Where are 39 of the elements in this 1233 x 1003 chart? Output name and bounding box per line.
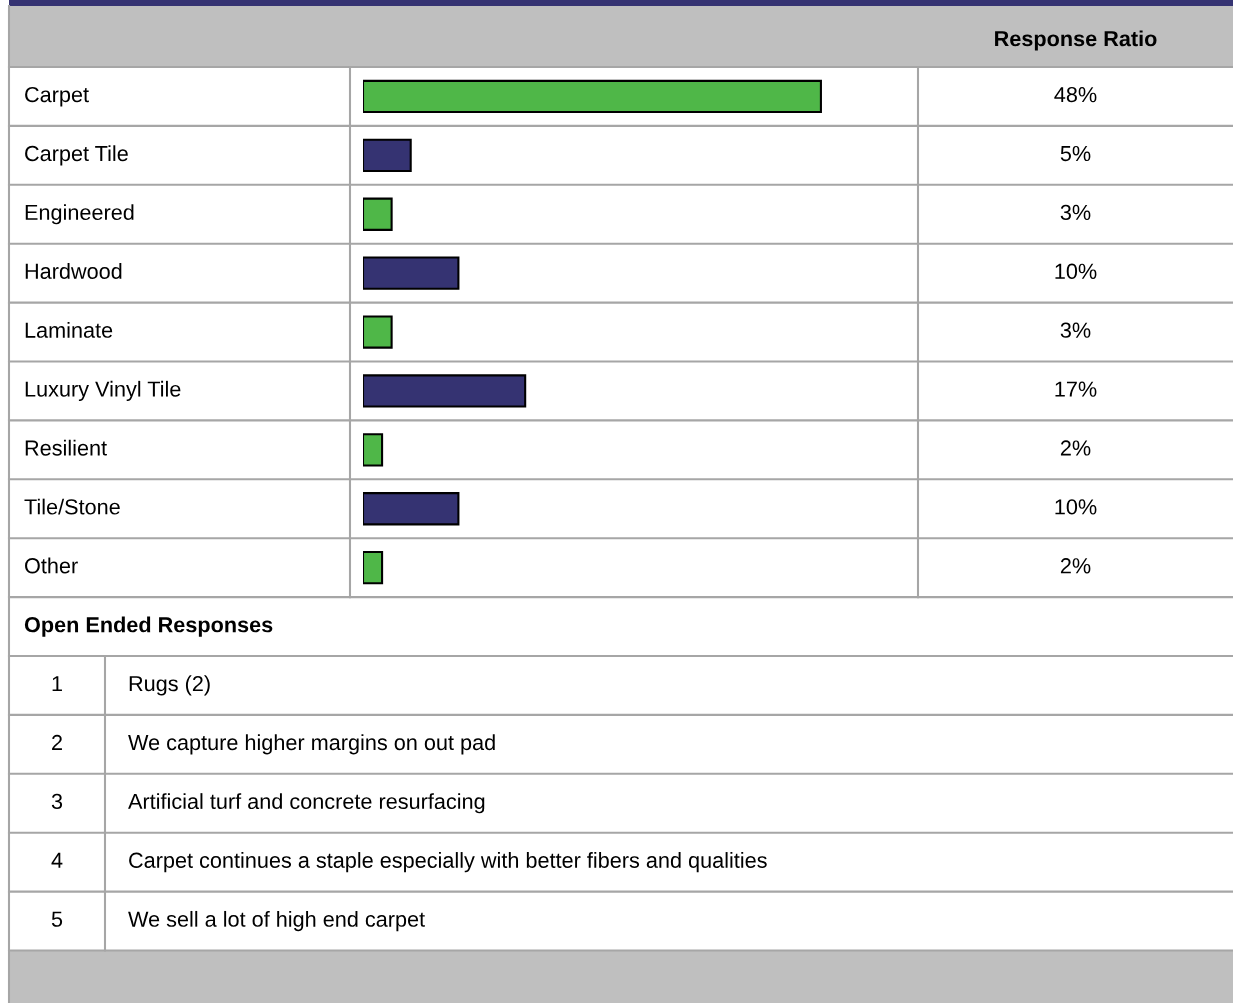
data-label: 10% <box>1055 499 1097 515</box>
bar <box>363 256 460 290</box>
text: We capture higher margins on out pad <box>128 734 495 755</box>
bar <box>363 433 384 467</box>
y-tick-label: Carpet Tile <box>25 145 128 166</box>
y-tick-label: Hardwood <box>25 263 122 279</box>
text: 4 <box>51 852 63 868</box>
text: 1 <box>52 676 62 692</box>
y-tick-label: Engineered <box>25 204 134 225</box>
y-tick-label: Tile/Stone <box>24 498 120 515</box>
text: Open Ended Responses <box>24 616 273 637</box>
y-tick-label: Luxury Vinyl Tile <box>25 380 181 402</box>
text: 5 <box>51 911 63 927</box>
data-label: 2% <box>1060 558 1091 574</box>
y-tick-label: Resilient <box>25 439 107 456</box>
text: Response Ratio <box>995 30 1157 51</box>
y-tick-label: Laminate <box>25 321 113 338</box>
text: We sell a lot of high end carpet <box>128 910 425 932</box>
bar <box>363 492 460 526</box>
data-label: 3% <box>1060 322 1091 338</box>
data-label: 3% <box>1060 204 1091 221</box>
data-label: 5% <box>1060 145 1091 162</box>
text: Artificial turf and concrete resurfacing <box>128 793 485 814</box>
y-tick-label: Carpet <box>25 86 89 107</box>
y-tick-label: Other <box>25 557 78 574</box>
bar <box>363 374 527 408</box>
data-label: 48% <box>1054 86 1097 103</box>
text: 3 <box>51 793 63 810</box>
data-label: 17% <box>1055 381 1097 397</box>
bar <box>363 79 822 114</box>
data-label: 2% <box>1060 440 1091 456</box>
text: 2 <box>52 734 62 750</box>
text: Rugs (2) <box>129 675 210 696</box>
bar <box>363 197 393 231</box>
data-label: 10% <box>1055 263 1097 279</box>
bar <box>363 315 393 349</box>
bar <box>363 551 384 585</box>
text: Carpet continues a staple especially with better fibers and qualities <box>129 852 767 873</box>
bar <box>363 138 412 172</box>
